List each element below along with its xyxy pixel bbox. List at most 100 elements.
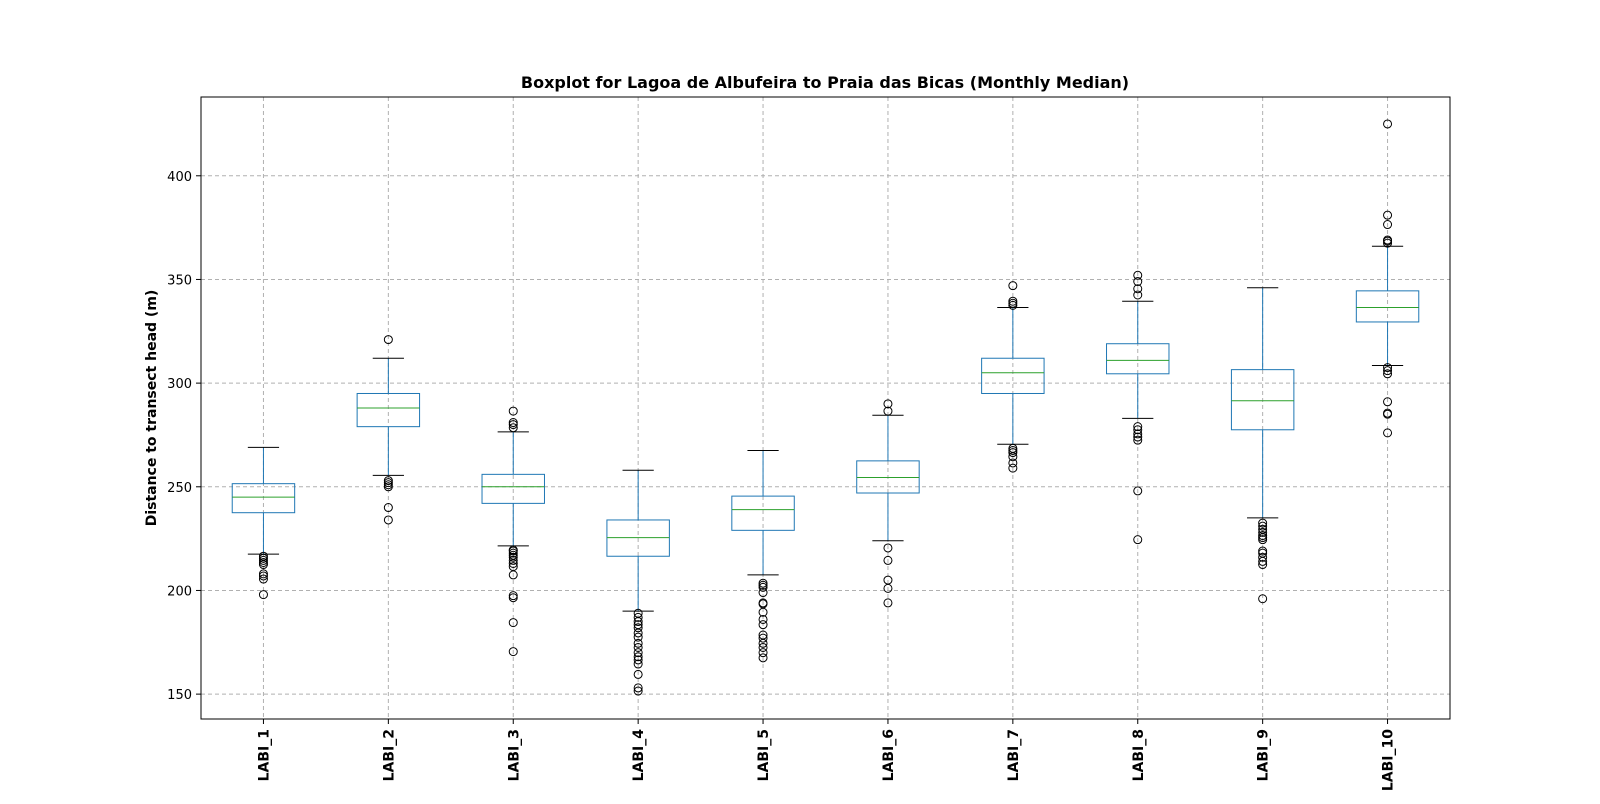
outlier-point — [508, 552, 518, 562]
outlier-point — [1133, 429, 1143, 439]
outlier-point — [508, 647, 518, 657]
outlier-point — [258, 557, 268, 567]
outlier-point — [383, 335, 393, 345]
outlier-point — [508, 618, 518, 628]
outlier-point — [883, 598, 893, 608]
ticks: 150 200 250 300 350 400 LABI_1 LABI_2 LABI_3 LABI… — [167, 170, 1396, 791]
iqr-box — [1230, 369, 1295, 431]
outlier-point — [1133, 270, 1143, 280]
box-group — [481, 406, 545, 657]
outlier-point — [383, 503, 393, 513]
outlier-point — [508, 418, 518, 428]
outlier-point — [1383, 238, 1393, 248]
outlier-point — [1383, 366, 1393, 376]
x-tick-label: LABI_8 — [1131, 729, 1147, 781]
outlier-point — [383, 480, 393, 490]
outlier-point — [1008, 296, 1018, 306]
iqr-box — [606, 519, 670, 557]
outlier-point — [633, 648, 643, 658]
outlier-point — [508, 562, 518, 572]
outlier-point — [883, 575, 893, 585]
outlier-point — [1258, 546, 1268, 556]
outlier-point — [1133, 432, 1143, 442]
x-tick-label: LABI_1 — [256, 729, 272, 781]
iqr-box — [1355, 290, 1420, 323]
outlier-point — [258, 551, 268, 561]
x-tick-label: LABI_9 — [1256, 729, 1272, 781]
outlier-point — [758, 580, 768, 590]
outlier-point — [758, 588, 768, 598]
outlier-point — [1008, 458, 1018, 468]
outlier-point — [1008, 281, 1018, 291]
x-tick-label: LABI_6 — [881, 729, 897, 781]
iqr-box — [356, 392, 421, 428]
outlier-point — [1383, 220, 1393, 230]
outlier-point — [1258, 560, 1268, 570]
outlier-point — [1008, 443, 1018, 453]
outlier-point — [633, 632, 643, 642]
iqr-box — [981, 357, 1045, 394]
outlier-point — [508, 550, 518, 560]
outlier-point — [258, 555, 268, 565]
outlier-point — [633, 642, 643, 652]
outlier-point — [633, 620, 643, 630]
outlier-point — [1133, 290, 1143, 300]
outlier-point — [883, 406, 893, 416]
outlier-point — [508, 548, 518, 558]
outlier-point — [383, 476, 393, 486]
outlier-point — [758, 620, 768, 630]
outlier-point — [1258, 594, 1268, 604]
iqr-box — [1106, 343, 1170, 375]
outlier-point — [1258, 535, 1268, 545]
box-group — [731, 450, 795, 663]
y-tick-label: 200 — [167, 584, 192, 599]
outlier-point — [1258, 548, 1268, 558]
box-group — [1355, 119, 1420, 438]
iqr-box — [231, 483, 296, 514]
axes-frame — [200, 96, 1451, 720]
outlier-point — [758, 633, 768, 643]
outlier-point — [1008, 298, 1018, 308]
outlier-point — [508, 591, 518, 601]
outlier-point — [1383, 408, 1393, 418]
y-tick-label: 300 — [167, 377, 192, 392]
outlier-point — [258, 569, 268, 579]
outlier-point — [258, 553, 268, 563]
x-tick-label: LABI_3 — [506, 729, 522, 781]
outlier-point — [1133, 535, 1143, 545]
outlier-point — [758, 630, 768, 640]
x-tick-label: LABI_7 — [1006, 729, 1022, 781]
y-tick-label: 400 — [167, 170, 192, 185]
outlier-point — [1008, 448, 1018, 458]
outlier-point — [633, 638, 643, 648]
outlier-point — [1258, 521, 1268, 531]
outlier-point — [383, 478, 393, 488]
outlier-point — [1383, 119, 1393, 129]
outlier-point — [1133, 425, 1143, 435]
outlier-point — [633, 608, 643, 618]
outlier-point — [633, 659, 643, 669]
outlier-point — [1383, 210, 1393, 220]
outlier-point — [1133, 435, 1143, 445]
outlier-point — [1133, 284, 1143, 294]
outlier-point — [1133, 277, 1143, 287]
outlier-point — [1258, 524, 1268, 534]
outlier-point — [633, 655, 643, 665]
outlier-point — [633, 612, 643, 622]
outlier-point — [883, 543, 893, 553]
x-tick-label: LABI_5 — [756, 729, 772, 781]
outlier-point — [383, 515, 393, 525]
outlier-point — [633, 623, 643, 633]
outlier-point — [758, 653, 768, 663]
box-group — [231, 446, 296, 600]
outlier-point — [1008, 300, 1018, 310]
iqr-box — [731, 495, 795, 531]
box-group — [1106, 270, 1170, 545]
outlier-point — [1133, 486, 1143, 496]
y-tick-label: 250 — [167, 481, 192, 496]
outlier-point — [758, 648, 768, 658]
outlier-point — [1383, 235, 1393, 245]
outlier-point — [508, 420, 518, 430]
outlier-point — [1383, 369, 1393, 379]
